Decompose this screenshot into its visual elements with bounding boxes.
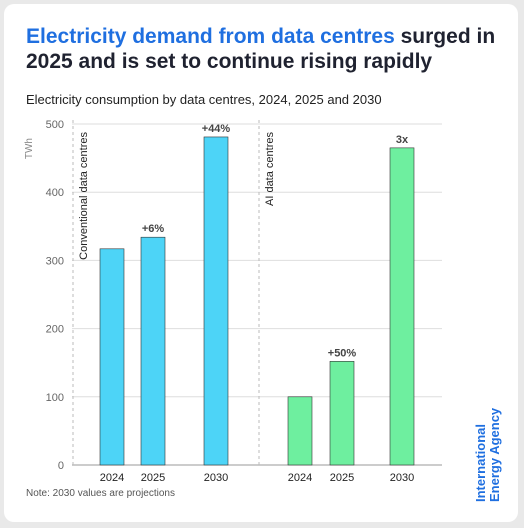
chart-title: Electricity demand from data centres sur… (26, 24, 506, 74)
group-label: Conventional data centres (78, 132, 90, 260)
data-label: +44% (202, 123, 231, 135)
y-axis-unit: TWh (24, 138, 35, 159)
x-tick-label: 2025 (330, 472, 354, 484)
chart-card: Electricity demand from data centres sur… (4, 4, 518, 522)
group-label: AI data centres (264, 132, 276, 206)
x-tick-label: 2024 (100, 472, 124, 484)
bar (99, 248, 125, 466)
x-tick-label: 2030 (204, 472, 228, 484)
bar (329, 361, 355, 466)
y-tick-label: 500 (46, 119, 64, 131)
chart-subtitle: Electricity consumption by data centres,… (26, 92, 382, 107)
y-tick-label: 200 (46, 324, 64, 336)
y-tick-label: 400 (46, 187, 64, 199)
chart-title-rest: surged in 2025 and is set to continue ri… (26, 25, 496, 73)
iea-logo: International Energy Agency (473, 392, 502, 502)
x-tick-label: 2025 (141, 472, 165, 484)
brand-line-2: Energy Agency (487, 407, 502, 502)
y-tick-label: 0 (58, 460, 64, 472)
bar-chart: 0 100 200 300 400 500 TWh Conventional data cen… (24, 119, 442, 484)
bar (203, 136, 229, 466)
footnote: Note: 2030 values are projections (26, 488, 175, 499)
y-tick-label: 100 (46, 392, 64, 404)
data-label: +50% (328, 347, 357, 359)
x-tick-label: 2024 (288, 472, 312, 484)
data-label: +6% (142, 223, 165, 235)
data-label: 3x (396, 134, 409, 146)
x-tick-label: 2030 (390, 472, 414, 484)
chart-title-highlight: Electricity demand from data centres (26, 25, 395, 48)
y-tick-label: 300 (46, 255, 64, 267)
bar (389, 147, 415, 466)
bar (140, 236, 166, 466)
bar (287, 396, 313, 466)
brand-line-1: International (473, 423, 488, 502)
